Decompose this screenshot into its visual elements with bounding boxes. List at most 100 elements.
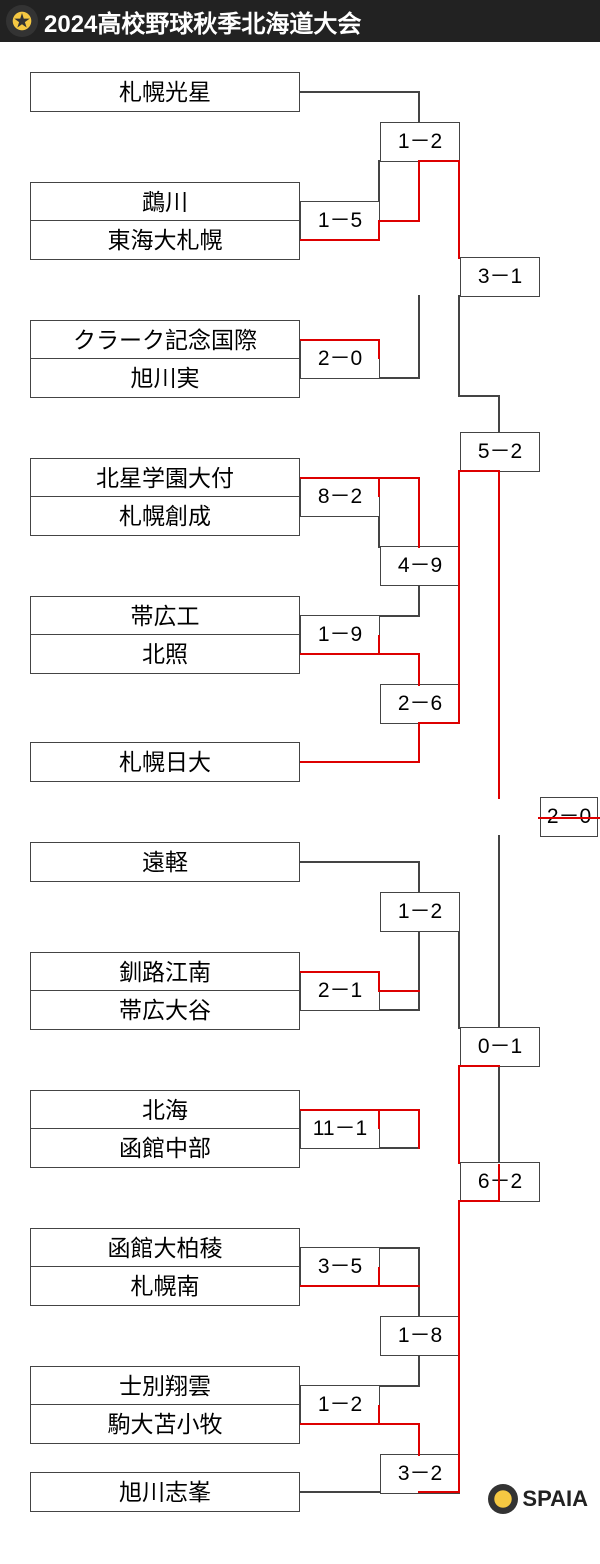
team-box: 駒大苫小牧: [30, 1404, 300, 1444]
bracket-line: [498, 835, 500, 1166]
team-box: 東海大札幌: [30, 220, 300, 260]
bracket-line: [300, 1109, 380, 1111]
bracket-line: [300, 339, 380, 341]
bracket-line: [300, 653, 380, 655]
score-box: 1－2: [300, 1385, 380, 1425]
bracket-line: [458, 160, 460, 259]
bracket-line: [378, 1109, 420, 1111]
team-box: 北海: [30, 1090, 300, 1130]
score-box: 2－1: [300, 971, 380, 1011]
bracket-line: [378, 1285, 420, 1287]
bracket-line: [378, 1009, 420, 1011]
score-box: 4－9: [380, 546, 460, 586]
bracket-line: [418, 160, 460, 162]
bracket-line: [378, 220, 420, 222]
bracket-line: [458, 295, 460, 395]
team-box: 札幌南: [30, 1266, 300, 1306]
score-box: 1－9: [300, 615, 380, 655]
footer-label: SPAIA: [522, 1486, 588, 1512]
team-box: 函館中部: [30, 1128, 300, 1168]
bracket-line: [538, 817, 600, 819]
bracket-line: [378, 1247, 420, 1249]
bracket-line: [378, 1385, 420, 1387]
bracket-line: [498, 1164, 500, 1202]
bracket-line: [378, 615, 420, 617]
bracket-line: [458, 1065, 500, 1067]
bracket-line: [418, 1109, 420, 1149]
bracket-line: [378, 1147, 420, 1149]
bracket-line: [418, 861, 420, 894]
bracket-line: [378, 990, 420, 992]
bracket-line: [418, 1423, 420, 1456]
bracket-line: [378, 1405, 380, 1425]
bracket-line: [458, 1200, 500, 1202]
bracket-line: [418, 930, 420, 1011]
team-box: 旭川実: [30, 358, 300, 398]
score-box: 3－5: [300, 1247, 380, 1287]
bracket-line: [378, 339, 380, 359]
team-box: 士別翔雲: [30, 1366, 300, 1406]
bracket-line: [418, 653, 420, 686]
bracket-line: [458, 1065, 460, 1164]
footer-brand: SPAIA: [488, 1484, 588, 1514]
bracket-line: [300, 761, 420, 763]
bracket-line: [378, 1109, 380, 1129]
team-box: 札幌光星: [30, 72, 300, 112]
team-box: 北照: [30, 634, 300, 674]
bracket-line: [418, 1247, 420, 1318]
page-title: 2024高校野球秋季北海道大会: [44, 4, 361, 39]
team-box: クラーク記念国際: [30, 320, 300, 360]
team-box: 函館大柏稜: [30, 1228, 300, 1268]
header-bar: 2024高校野球秋季北海道大会: [0, 0, 600, 42]
tournament-bracket: SPAIA 札幌光星鵡川東海大札幌クラーク記念国際旭川実北星学園大付札幌創成帯広…: [0, 42, 600, 1522]
logo-icon: [6, 5, 38, 37]
score-box: 2－0: [300, 339, 380, 379]
score-box: 0－1: [460, 1027, 540, 1067]
bracket-line: [498, 470, 500, 799]
team-box: 札幌日大: [30, 742, 300, 782]
bracket-line: [458, 1200, 460, 1493]
bracket-line: [458, 395, 500, 397]
bracket-line: [418, 1491, 460, 1493]
bracket-line: [300, 971, 380, 973]
bracket-line: [300, 477, 380, 479]
footer-logo-icon: [488, 1484, 518, 1514]
team-box: 帯広工: [30, 596, 300, 636]
team-box: 鵡川: [30, 182, 300, 222]
score-box: 11－1: [300, 1109, 380, 1149]
bracket-line: [300, 861, 420, 863]
team-box: 旭川志峯: [30, 1472, 300, 1512]
score-box: 6－2: [460, 1162, 540, 1202]
score-box: 1－5: [300, 201, 380, 241]
bracket-line: [418, 722, 460, 724]
team-box: 札幌創成: [30, 496, 300, 536]
score-box: 8－2: [300, 477, 380, 517]
bracket-line: [300, 239, 380, 241]
bracket-line: [458, 930, 460, 1029]
bracket-line: [378, 220, 380, 241]
bracket-line: [378, 477, 420, 479]
bracket-line: [300, 1285, 380, 1287]
score-box: 1－2: [380, 122, 460, 162]
bracket-line: [418, 91, 420, 124]
bracket-line: [458, 470, 500, 472]
score-box: 1－2: [380, 892, 460, 932]
bracket-line: [458, 470, 460, 724]
score-box: 3－2: [380, 1454, 460, 1494]
team-box: 北星学園大付: [30, 458, 300, 498]
bracket-line: [378, 971, 380, 991]
bracket-line: [378, 160, 380, 203]
bracket-line: [378, 1423, 420, 1425]
bracket-line: [418, 584, 420, 617]
bracket-line: [418, 1491, 420, 1492]
bracket-line: [300, 91, 420, 93]
bracket-line: [300, 1423, 380, 1425]
bracket-line: [418, 1354, 420, 1387]
bracket-line: [418, 477, 420, 548]
bracket-line: [378, 635, 380, 655]
score-box: 1－8: [380, 1316, 460, 1356]
bracket-line: [418, 722, 420, 763]
bracket-line: [378, 477, 380, 497]
team-box: 釧路江南: [30, 952, 300, 992]
bracket-line: [498, 395, 500, 434]
